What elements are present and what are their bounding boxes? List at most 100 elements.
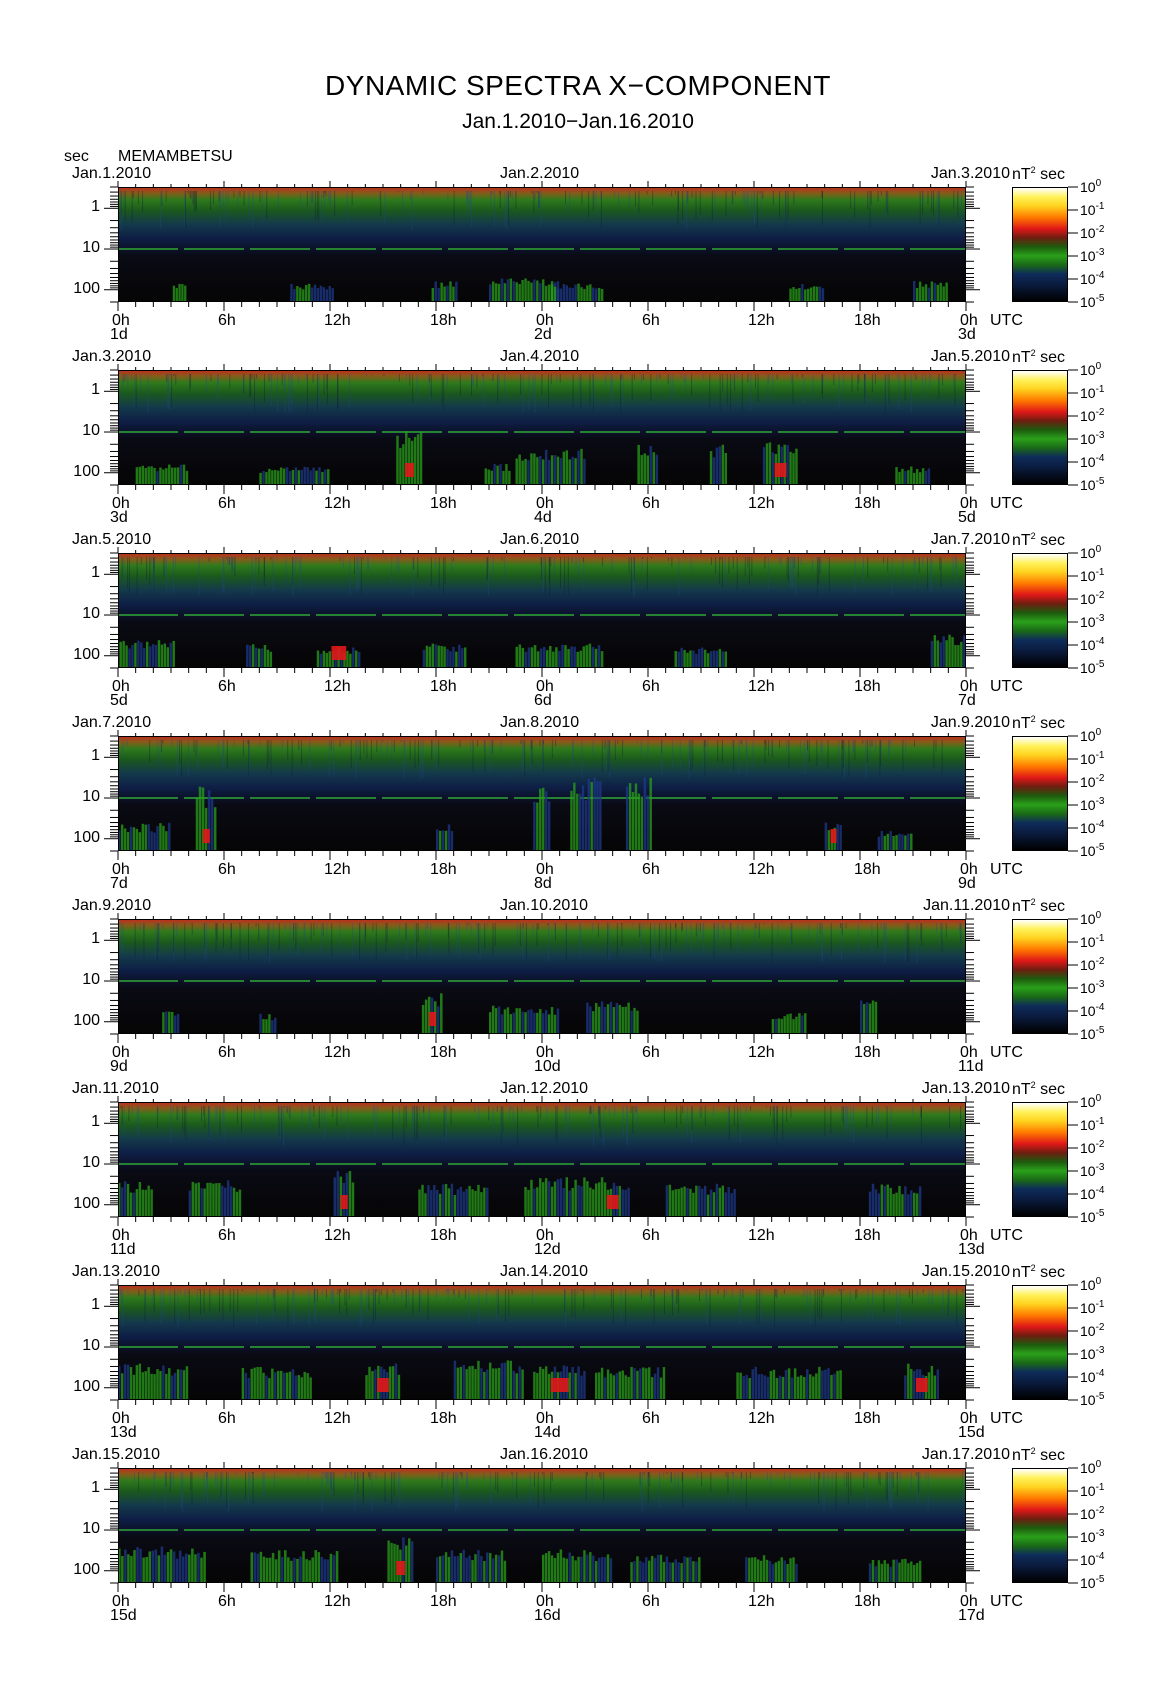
activity-strip: [527, 1010, 530, 1034]
activity-strip: [320, 1556, 324, 1583]
activity-strip: [477, 1360, 480, 1400]
activity-strip: [712, 650, 716, 668]
activity-strip: [628, 783, 632, 851]
activity-strip: [150, 831, 153, 851]
activity-strip: [769, 1370, 773, 1400]
colorbar-unit-exp: 2: [1030, 1446, 1036, 1456]
spectrogram-plot: [118, 553, 966, 668]
day-label: 8d: [534, 875, 552, 892]
x-tick-label: 6h: [218, 678, 236, 695]
y-tick-label: 10: [82, 1520, 100, 1538]
activity-strip: [683, 1556, 686, 1583]
activity-strip: [781, 1376, 785, 1400]
activity-strip: [539, 455, 542, 485]
activity-strip: [553, 1014, 557, 1034]
colorbar-tick-base: 10: [1080, 911, 1096, 927]
activity-strip: [135, 467, 139, 485]
activity-event: [595, 1366, 666, 1400]
activity-strip: [639, 1560, 642, 1583]
activity-strip: [547, 284, 551, 302]
spectrogram-svg: [118, 736, 966, 851]
activity-strip: [277, 1550, 281, 1583]
activity-peak: [606, 1195, 619, 1209]
colorbar-tick-base: 10: [1080, 362, 1096, 378]
activity-strip: [898, 471, 901, 485]
activity-strip: [542, 459, 545, 485]
colorbar-tick-exp: -4: [1095, 270, 1105, 281]
activity-strip: [118, 1365, 121, 1400]
activity-strip: [136, 1547, 139, 1583]
activity-event: [860, 1000, 878, 1034]
activity-strip: [777, 1018, 780, 1034]
activity-peak: [202, 829, 210, 843]
activity-strip: [306, 467, 309, 485]
activity-strip: [127, 1554, 130, 1583]
activity-strip: [547, 1551, 551, 1583]
activity-strip: [589, 1552, 592, 1583]
x-tick-label: 0h: [536, 678, 554, 695]
activity-strip: [256, 1553, 260, 1583]
colorbar-tick-base: 10: [1080, 1140, 1096, 1156]
activity-strip: [312, 467, 315, 485]
activity-strip: [561, 644, 564, 668]
activity-strip: [163, 1554, 167, 1583]
activity-strip: [815, 1373, 818, 1400]
x-tick-label: 18h: [430, 1227, 457, 1244]
activity-strip: [918, 472, 922, 485]
x-tick-label: 0h: [960, 1044, 978, 1061]
spectrogram-svg: [118, 919, 966, 1034]
activity-strip: [544, 1366, 548, 1400]
colorbar-tick-label: 10-4: [1080, 1185, 1104, 1202]
activity-strip: [490, 470, 493, 485]
activity-strip: [421, 1004, 425, 1034]
activity-strip: [571, 287, 574, 302]
activity-strip: [288, 471, 292, 485]
activity-strip: [595, 1002, 598, 1034]
panel-end-date: Jan.3.2010: [930, 165, 1010, 182]
activity-strip: [474, 1554, 477, 1583]
activity-strip: [316, 288, 320, 302]
activity-strip: [368, 1366, 371, 1400]
activity-strip: [293, 1557, 296, 1583]
activity-strip: [322, 287, 326, 302]
activity-strip: [302, 289, 305, 302]
activity-strip: [568, 1190, 571, 1217]
activity-strip: [913, 1370, 916, 1400]
activity-strip: [436, 1557, 439, 1583]
activity-strip: [760, 1374, 764, 1400]
activity-strip: [939, 642, 942, 668]
activity-strip: [695, 1185, 698, 1217]
activity-strip: [491, 1558, 495, 1583]
activity-strip: [898, 833, 901, 851]
activity-strip: [580, 448, 583, 485]
activity-strip: [455, 281, 458, 302]
activity-strip: [804, 289, 807, 302]
activity-strip: [210, 798, 214, 851]
x-tick-label: 0h: [536, 312, 554, 329]
activity-strip: [615, 1373, 619, 1400]
activity-strip: [892, 1559, 895, 1583]
activity-strip: [579, 650, 583, 668]
activity-strip: [145, 641, 149, 668]
utc-label: UTC: [990, 495, 1023, 512]
activity-strip: [643, 453, 646, 485]
colorbar-unit: nT2 sec: [1012, 531, 1065, 550]
activity-strip: [250, 1368, 253, 1400]
activity-strip: [904, 835, 907, 851]
activity-strip: [889, 1566, 892, 1583]
activity-strip: [659, 1377, 663, 1400]
activity-strip: [818, 286, 822, 302]
colorbar-tick-exp: -3: [1095, 1345, 1105, 1356]
activity-strip: [483, 1560, 486, 1583]
colorbar-tick-base: 10: [1080, 843, 1096, 859]
x-tick-label: 6h: [218, 1044, 236, 1061]
activity-strip: [618, 1004, 621, 1034]
activity-strip: [759, 1560, 763, 1583]
activity-strip: [877, 1193, 881, 1217]
activity-strip: [271, 1552, 275, 1583]
activity-strip: [176, 1369, 180, 1400]
activity-strip: [574, 458, 577, 485]
activity-strip: [649, 777, 652, 851]
activity-strip: [874, 1566, 878, 1583]
activity-strip: [836, 1370, 839, 1400]
